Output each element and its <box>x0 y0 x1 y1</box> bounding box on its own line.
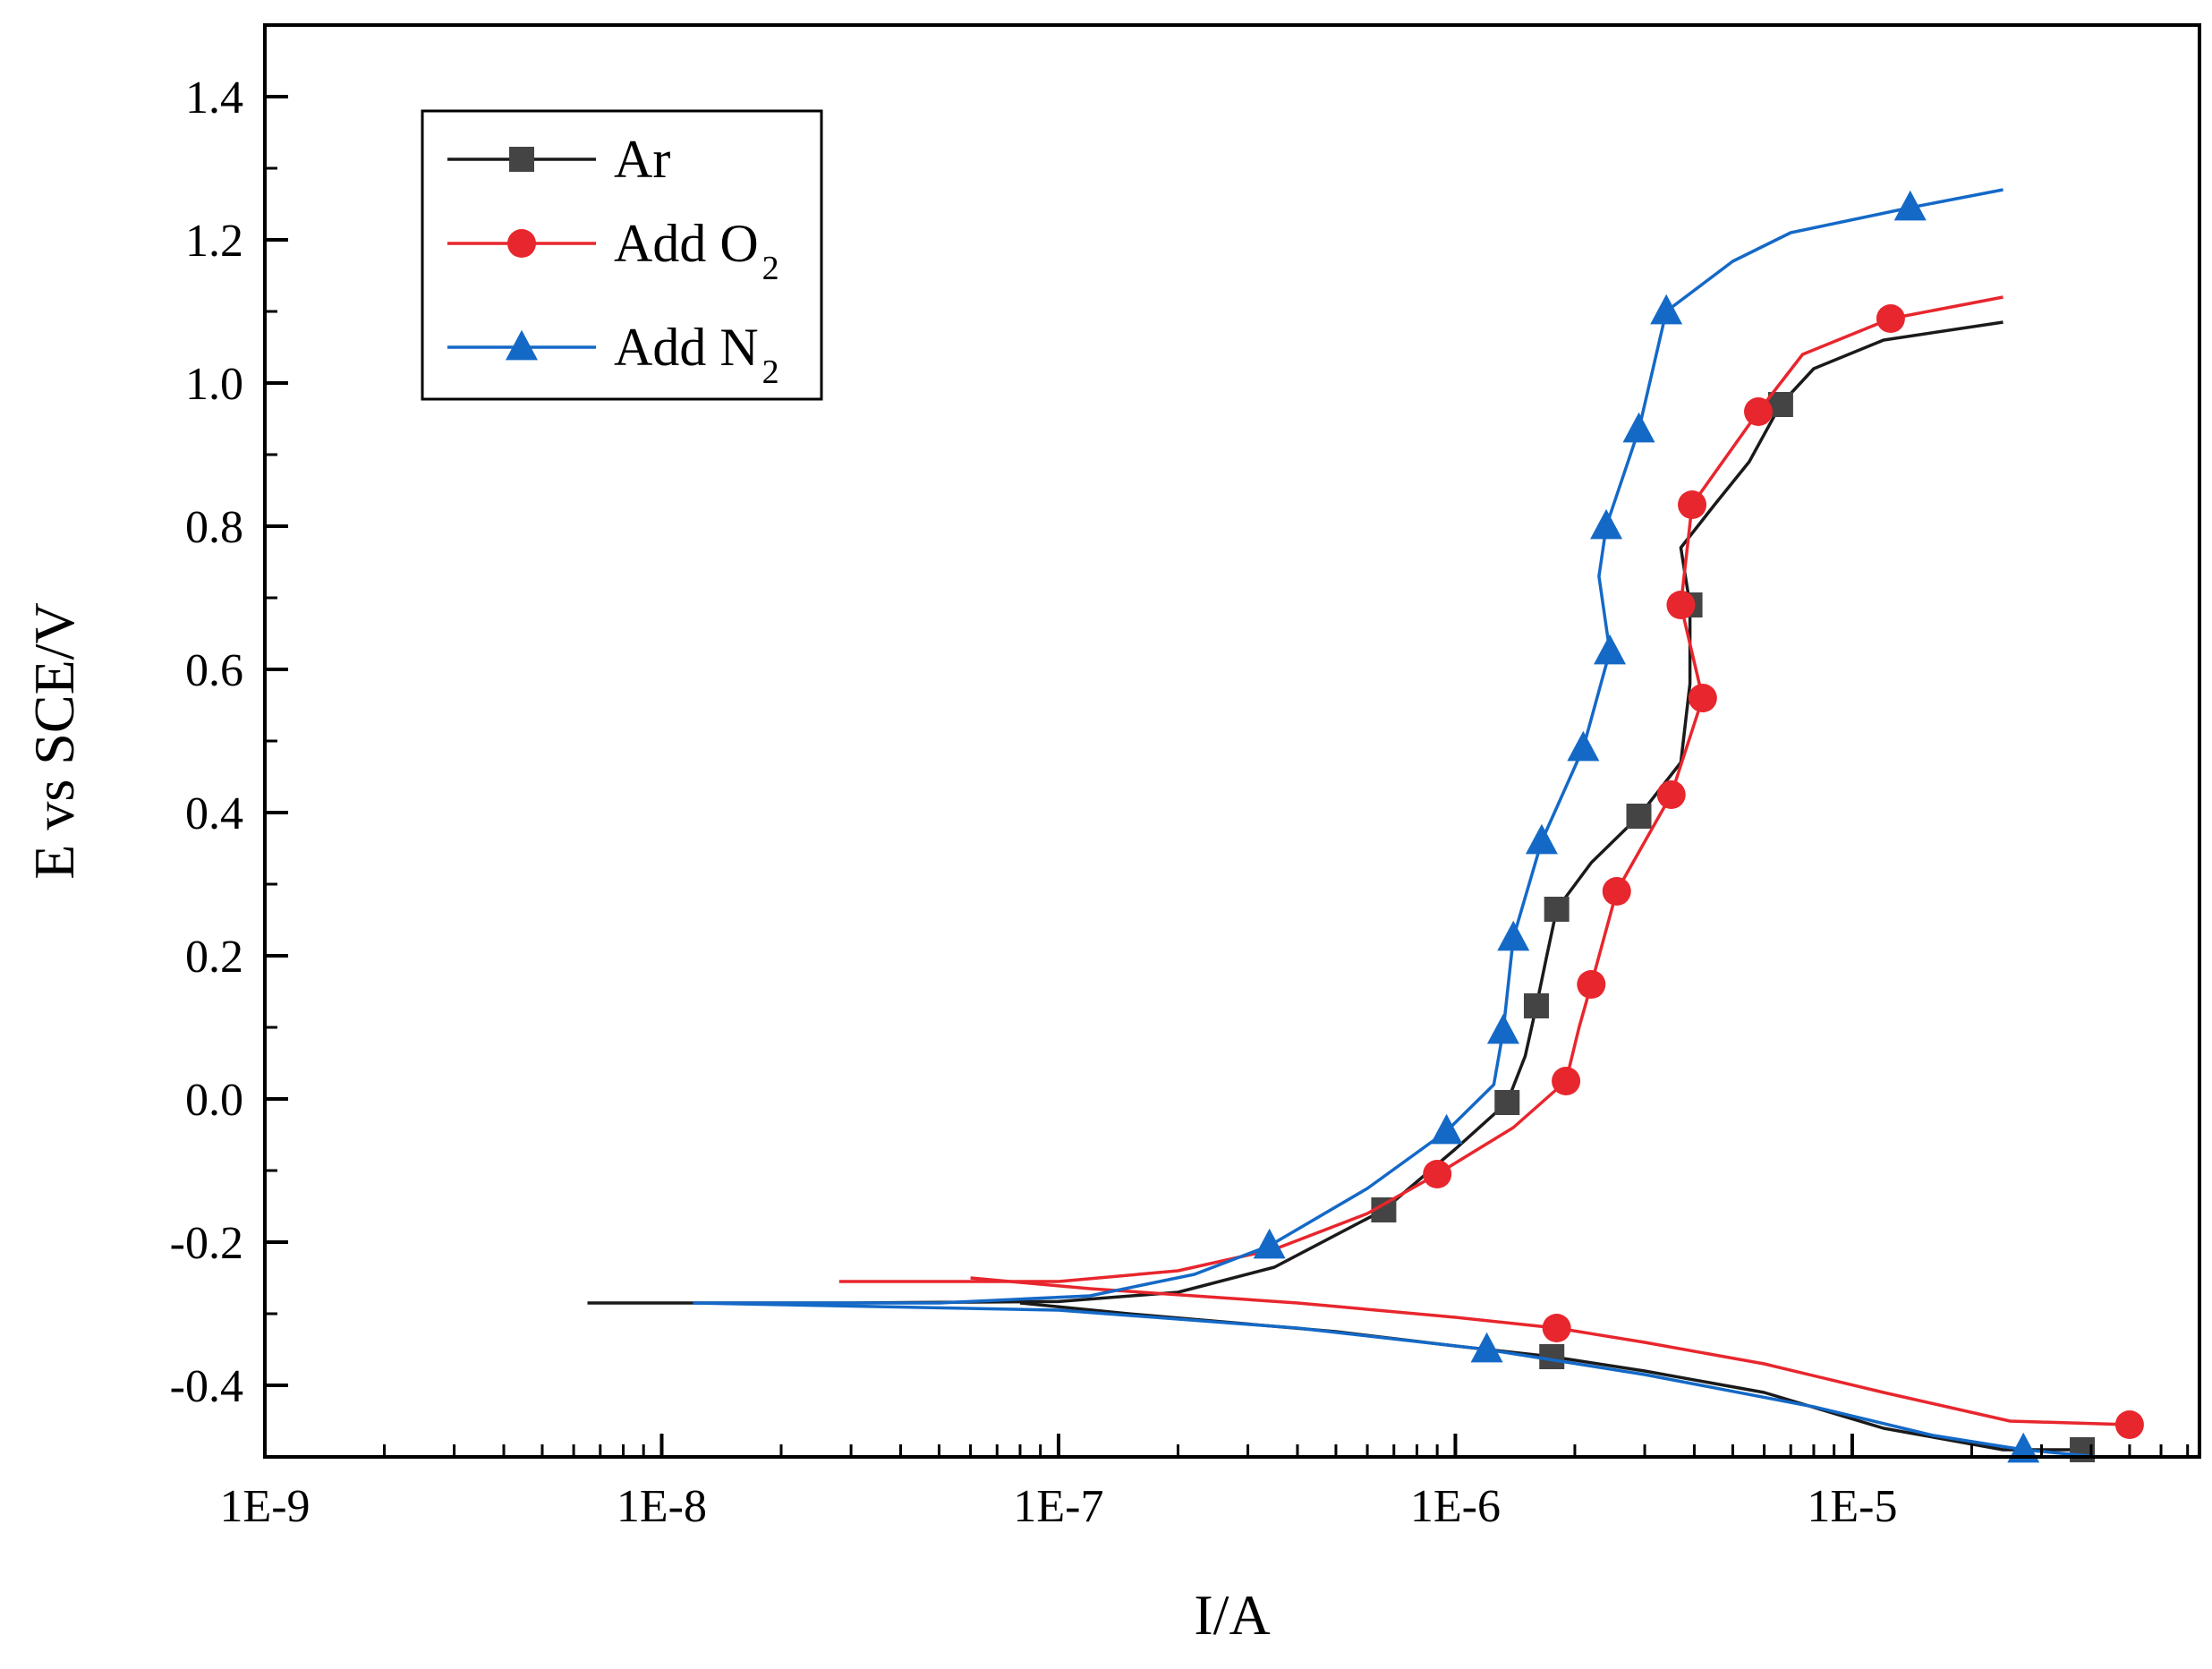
data-point-add-n2 <box>1470 1332 1503 1363</box>
y-tick-label: 0.6 <box>185 645 243 696</box>
data-point-add-o2 <box>1656 780 1686 809</box>
legend-label: Add O <box>614 214 759 273</box>
legend-label-subscript: 2 <box>762 250 779 287</box>
marks-layer <box>587 188 2144 1463</box>
legend-label: Ar <box>614 130 670 189</box>
x-axis-title: I/A <box>1194 1583 1270 1647</box>
data-point-ar <box>1539 1344 1565 1369</box>
series-add-n2 <box>693 188 2100 1463</box>
data-point-add-o2 <box>2114 1410 2144 1439</box>
data-point-ar <box>1626 804 1652 829</box>
x-tick-label: 1E-7 <box>1013 1481 1103 1532</box>
x-tick-label: 1E-8 <box>617 1481 707 1532</box>
data-point-add-o2 <box>1678 490 1707 519</box>
data-point-add-n2 <box>1594 634 1627 665</box>
x-tick-label: 1E-5 <box>1807 1481 1897 1532</box>
y-tick-label: 1.2 <box>185 216 243 267</box>
y-tick-label: -0.4 <box>170 1361 243 1412</box>
legend-marker-circle <box>507 229 536 258</box>
y-axis-title: E vs SCE/V <box>22 602 86 879</box>
legend-label-subscript: 2 <box>762 353 779 391</box>
y-tick-label: 0.4 <box>185 788 243 839</box>
series-line-add-o2-cathodic <box>970 1276 2130 1426</box>
y-tick-label: 1.0 <box>185 359 243 410</box>
data-point-add-o2 <box>1423 1160 1452 1188</box>
data-point-add-n2 <box>1430 1113 1463 1145</box>
legend-marker-square <box>509 147 534 172</box>
y-tick-label: 1.4 <box>185 72 243 123</box>
legend-marker-triangle <box>506 329 538 361</box>
series-add-o2 <box>838 295 2144 1439</box>
data-point-add-o2 <box>1666 591 1696 619</box>
data-point-add-n2 <box>1253 1228 1286 1259</box>
y-tick-label: 0.8 <box>185 502 243 553</box>
data-point-add-o2 <box>1552 1067 1581 1095</box>
data-point-ar <box>1523 993 1549 1018</box>
data-point-add-o2 <box>1688 684 1717 712</box>
ticks-layer: -0.4 -0.2 0.0 0.2 0.4 0.6 0.8 1.0 1.2 1.4 1E-9 1E-8… <box>170 23 2190 1532</box>
series-line-ar-anodic <box>587 320 2004 1305</box>
data-point-add-n2 <box>1622 412 1655 443</box>
series-line-add-n2-cathodic <box>693 1301 2100 1459</box>
data-point-add-o2 <box>1876 304 1905 333</box>
legend-entry-ar: Ar <box>447 130 670 189</box>
data-point-add-n2 <box>1567 730 1600 762</box>
data-point-ar <box>1494 1090 1520 1115</box>
data-point-ar <box>1544 897 1570 922</box>
data-point-add-o2 <box>1542 1314 1571 1342</box>
data-point-add-o2 <box>1577 970 1606 999</box>
data-point-add-n2 <box>1893 190 1927 221</box>
y-tick-label: 0.0 <box>185 1075 243 1126</box>
data-point-add-o2 <box>1602 877 1631 906</box>
data-point-add-n2 <box>1486 1013 1519 1044</box>
y-tick-label: -0.2 <box>170 1218 243 1269</box>
data-point-add-n2 <box>1650 294 1683 325</box>
x-tick-label: 1E-6 <box>1410 1481 1501 1532</box>
x-tick-label: 1E-9 <box>219 1481 310 1532</box>
y-tick-label: 0.2 <box>185 932 243 983</box>
data-point-add-n2 <box>1590 508 1623 540</box>
legend-label: Add N <box>614 318 759 377</box>
data-point-add-n2 <box>1497 920 1530 951</box>
data-point-add-n2 <box>1525 823 1558 855</box>
data-point-add-o2 <box>1744 397 1774 426</box>
